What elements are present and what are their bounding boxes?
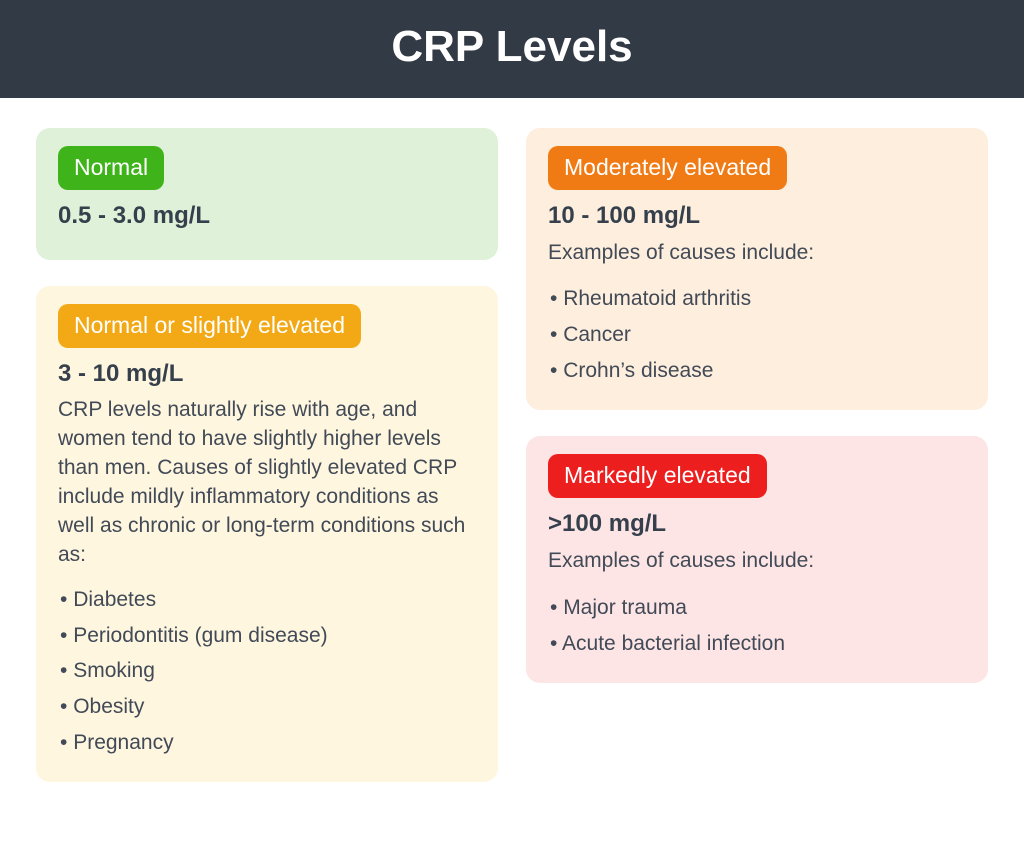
causes-moderately-elevated: Rheumatoid arthritisCancerCrohn’s diseas… — [548, 281, 966, 388]
list-item: Diabetes — [60, 582, 476, 618]
list-item: Acute bacterial infection — [550, 626, 966, 662]
causes-slightly-elevated: DiabetesPeriodontitis (gum disease)Smoki… — [58, 582, 476, 760]
list-item: Obesity — [60, 689, 476, 725]
list-item: Periodontitis (gum disease) — [60, 618, 476, 654]
left-column: Normal 0.5 - 3.0 mg/L Normal or slightly… — [36, 128, 498, 782]
badge-slightly-elevated: Normal or slightly elevated — [58, 304, 361, 348]
range-normal: 0.5 - 3.0 mg/L — [58, 202, 476, 230]
card-normal: Normal 0.5 - 3.0 mg/L — [36, 128, 498, 260]
list-item: Cancer — [550, 317, 966, 353]
causes-intro-moderate: Examples of causes include: — [548, 238, 966, 267]
card-slightly-elevated: Normal or slightly elevated 3 - 10 mg/L … — [36, 286, 498, 782]
causes-markedly-elevated: Major traumaAcute bacterial infection — [548, 590, 966, 661]
card-moderately-elevated: Moderately elevated 10 - 100 mg/L Exampl… — [526, 128, 988, 410]
list-item: Major trauma — [550, 590, 966, 626]
content-grid: Normal 0.5 - 3.0 mg/L Normal or slightly… — [0, 98, 1024, 782]
header-bar: CRP Levels — [0, 0, 1024, 98]
list-item: Smoking — [60, 653, 476, 689]
badge-markedly-elevated: Markedly elevated — [548, 454, 767, 498]
page-title: CRP Levels — [0, 22, 1024, 72]
range-moderately-elevated: 10 - 100 mg/L — [548, 202, 966, 230]
card-markedly-elevated: Markedly elevated >100 mg/L Examples of … — [526, 436, 988, 683]
range-markedly-elevated: >100 mg/L — [548, 510, 966, 538]
right-column: Moderately elevated 10 - 100 mg/L Exampl… — [526, 128, 988, 782]
list-item: Rheumatoid arthritis — [550, 281, 966, 317]
desc-slightly-elevated: CRP levels naturally rise with age, and … — [58, 396, 476, 570]
range-slightly-elevated: 3 - 10 mg/L — [58, 360, 476, 388]
badge-normal: Normal — [58, 146, 164, 190]
causes-intro-marked: Examples of causes include: — [548, 546, 966, 575]
list-item: Crohn’s disease — [550, 353, 966, 389]
list-item: Pregnancy — [60, 725, 476, 761]
badge-moderately-elevated: Moderately elevated — [548, 146, 787, 190]
